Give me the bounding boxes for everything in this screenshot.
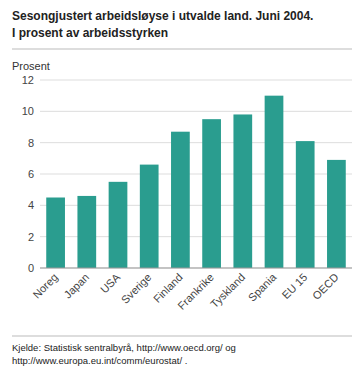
footnote-line: http://www.europa.eu.int/comm/eurostat/ …	[12, 355, 187, 366]
x-tick-label: Tyskland	[208, 271, 247, 310]
y-tick-label: 12	[22, 74, 34, 86]
bar	[202, 119, 221, 268]
footnote: Kjelde: Statistisk sentralbyrå, http://w…	[12, 342, 236, 366]
chart-container: Sesongjustert arbeidsløyse i utvalde lan…	[0, 0, 364, 390]
bar	[77, 196, 96, 268]
bar	[233, 114, 252, 268]
bars	[46, 96, 346, 268]
x-tick-label: Sverige	[119, 271, 154, 306]
x-tick-label: Noreg	[30, 271, 60, 301]
y-grid	[40, 80, 352, 268]
y-axis-line	[40, 80, 41, 268]
x-axis-line	[40, 268, 352, 269]
grid-line	[40, 111, 352, 112]
y-axis-label: Prosent	[12, 60, 50, 72]
footnote-line: Kjelde: Statistisk sentralbyrå, http://w…	[12, 342, 236, 353]
y-tick-label: 10	[22, 105, 34, 117]
y-tick-label: 6	[28, 168, 34, 180]
x-tick-label: OECD	[310, 271, 341, 302]
title: Sesongjustert arbeidsløyse i utvalde lan…	[12, 9, 313, 23]
x-tick-label: Spania	[246, 270, 279, 303]
bar	[109, 182, 128, 268]
chart: Sesongjustert arbeidsløyse i utvalde lan…	[0, 0, 364, 390]
grid-line	[40, 268, 352, 269]
separator	[12, 49, 352, 50]
bar	[140, 165, 159, 268]
y-tick-label: 4	[28, 199, 34, 211]
bar	[46, 198, 65, 269]
bar	[171, 132, 190, 268]
y-tick-label: 0	[28, 262, 34, 274]
grid-line	[40, 80, 352, 81]
x-tick-label: EU 15	[280, 271, 310, 301]
y-tick-label: 2	[28, 231, 34, 243]
background	[0, 0, 364, 390]
x-tick-label: USA	[98, 270, 123, 295]
subtitle: I prosent av arbeidsstyrken	[12, 26, 168, 40]
y-tick-label: 8	[28, 137, 34, 149]
bar	[327, 160, 346, 268]
separator	[12, 336, 352, 337]
x-tick-label: Frankrike	[175, 271, 216, 312]
x-tick-label: Japan	[62, 271, 92, 301]
bar	[296, 141, 315, 268]
bar	[265, 96, 284, 268]
